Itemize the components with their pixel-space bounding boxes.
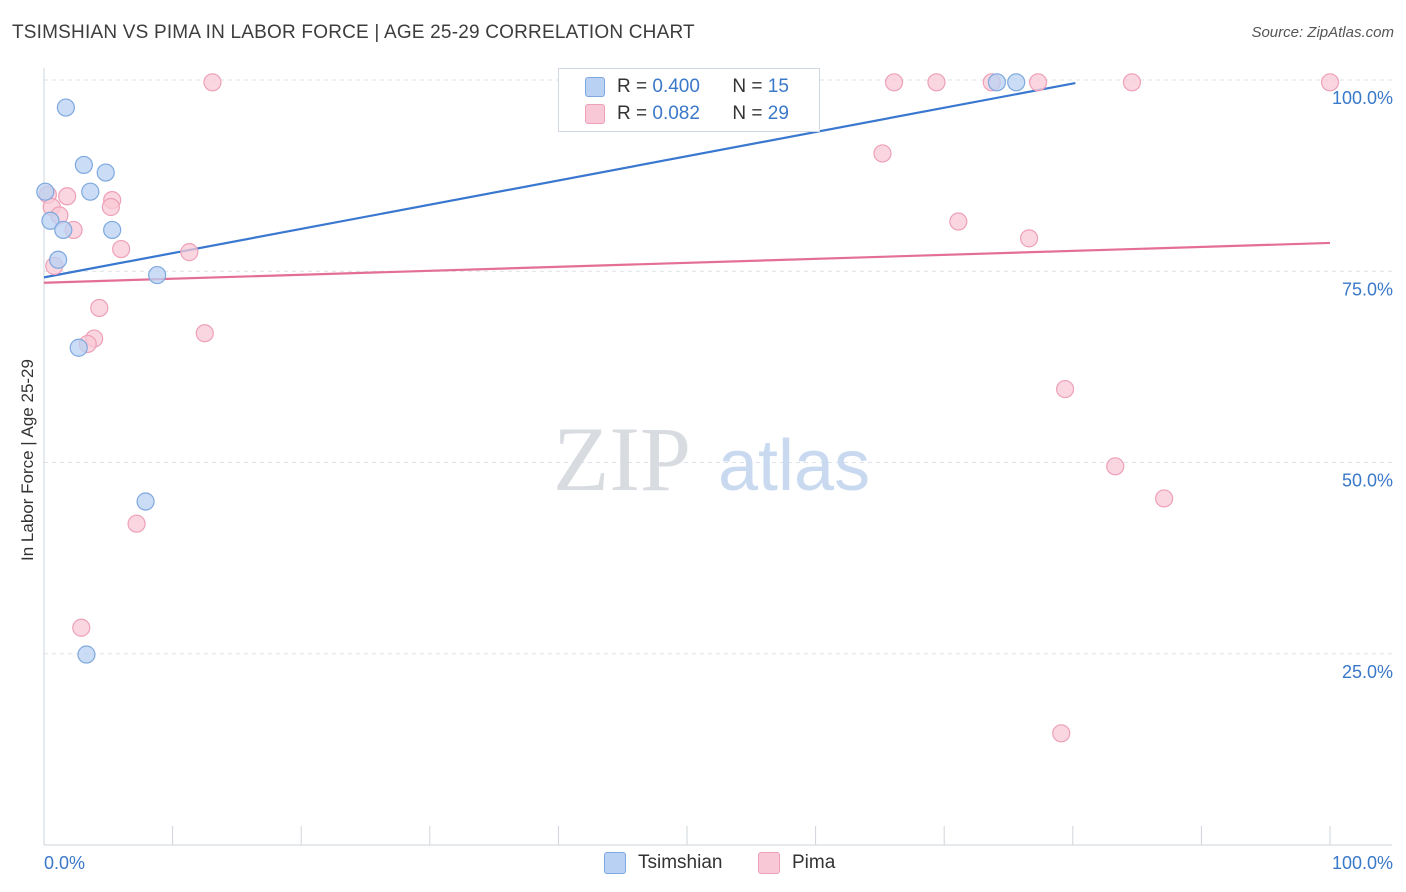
data-points xyxy=(36,73,1340,743)
point-tsimshian xyxy=(1007,73,1026,92)
point-pima xyxy=(58,187,77,206)
point-pima xyxy=(195,324,214,343)
point-tsimshian xyxy=(41,211,60,230)
point-pima xyxy=(884,73,904,92)
point-tsimshian xyxy=(96,163,115,182)
point-pima xyxy=(180,243,199,262)
point-tsimshian xyxy=(54,220,73,240)
point-tsimshian xyxy=(74,155,93,175)
point-pima xyxy=(1019,229,1039,248)
point-pima xyxy=(1106,457,1125,476)
watermark-zip: ZIP xyxy=(553,408,691,510)
chart-title: TSIMSHIAN VS PIMA IN LABOR FORCE | AGE 2… xyxy=(12,22,695,43)
gridlines xyxy=(44,79,1392,655)
x-tick-label-min: 0.0% xyxy=(44,853,85,873)
legend-n-value-pima: 29 xyxy=(767,103,789,124)
point-tsimshian xyxy=(136,492,155,511)
watermark-atlas: atlas xyxy=(718,426,870,506)
point-pima xyxy=(1122,73,1142,92)
point-pima xyxy=(112,239,131,259)
legend-swatch-tsimshian xyxy=(585,77,605,97)
point-pima xyxy=(1028,73,1048,92)
legend-r-label: R = xyxy=(617,103,648,124)
bottom-legend-swatch-pima xyxy=(758,852,780,874)
bottom-legend-label-tsimshian: Tsimshian xyxy=(638,852,723,873)
point-pima xyxy=(927,73,946,92)
stats-legend: R = 0.400 N = 15 R = 0.082 N = 29 xyxy=(558,68,820,132)
tick-labels: 100.0% 75.0% 50.0% 25.0% 0.0% 100.0% xyxy=(44,88,1393,873)
y-tick-label: 75.0% xyxy=(1342,279,1393,299)
x-tick-label-max: 100.0% xyxy=(1332,853,1393,873)
point-tsimshian xyxy=(69,338,88,357)
legend-n-value-tsimshian: 15 xyxy=(767,76,789,97)
point-pima xyxy=(1155,489,1174,508)
point-pima xyxy=(1052,724,1071,743)
point-tsimshian xyxy=(49,250,68,269)
point-pima xyxy=(203,73,222,92)
point-pima xyxy=(1055,379,1075,399)
axes xyxy=(43,68,1392,846)
point-pima xyxy=(873,144,892,163)
legend-r-label: R = xyxy=(617,76,648,97)
legend-n-label: N = xyxy=(732,103,763,124)
legend-n-label: N = xyxy=(732,76,763,97)
point-tsimshian xyxy=(987,73,1007,92)
point-pima xyxy=(101,197,120,217)
bottom-legend-label-pima: Pima xyxy=(792,852,836,873)
y-tick-label: 100.0% xyxy=(1332,88,1393,108)
point-pima xyxy=(127,514,146,533)
point-tsimshian xyxy=(148,265,167,285)
legend-swatch-pima xyxy=(585,104,605,124)
legend-r-value-pima: 0.082 xyxy=(652,103,700,124)
point-tsimshian xyxy=(81,182,100,201)
point-pima xyxy=(72,618,91,637)
point-tsimshian xyxy=(56,98,75,117)
point-tsimshian xyxy=(77,645,96,664)
trend-line-pima xyxy=(43,241,1331,284)
bottom-legend-swatch-tsimshian xyxy=(604,852,626,874)
legend-row-pima: R = 0.082 N = 29 xyxy=(585,101,789,127)
trend-lines xyxy=(43,81,1331,284)
y-axis-label: In Labor Force | Age 25-29 xyxy=(18,359,37,561)
bottom-legend-tsimshian[interactable]: Tsimshian xyxy=(604,852,722,874)
trend-line-tsimshian xyxy=(43,81,1076,279)
point-pima xyxy=(949,212,968,231)
bottom-legend-pima[interactable]: Pima xyxy=(758,852,835,874)
point-pima xyxy=(90,298,109,318)
point-tsimshian xyxy=(103,220,122,240)
legend-r-value-tsimshian: 0.400 xyxy=(652,76,700,97)
source-credit[interactable]: Source: ZipAtlas.com xyxy=(1251,24,1394,41)
y-tick-label: 25.0% xyxy=(1342,662,1393,682)
legend-row-tsimshian: R = 0.400 N = 15 xyxy=(585,74,789,100)
y-tick-label: 50.0% xyxy=(1342,471,1393,491)
point-tsimshian xyxy=(36,182,55,201)
point-pima xyxy=(1320,73,1340,92)
